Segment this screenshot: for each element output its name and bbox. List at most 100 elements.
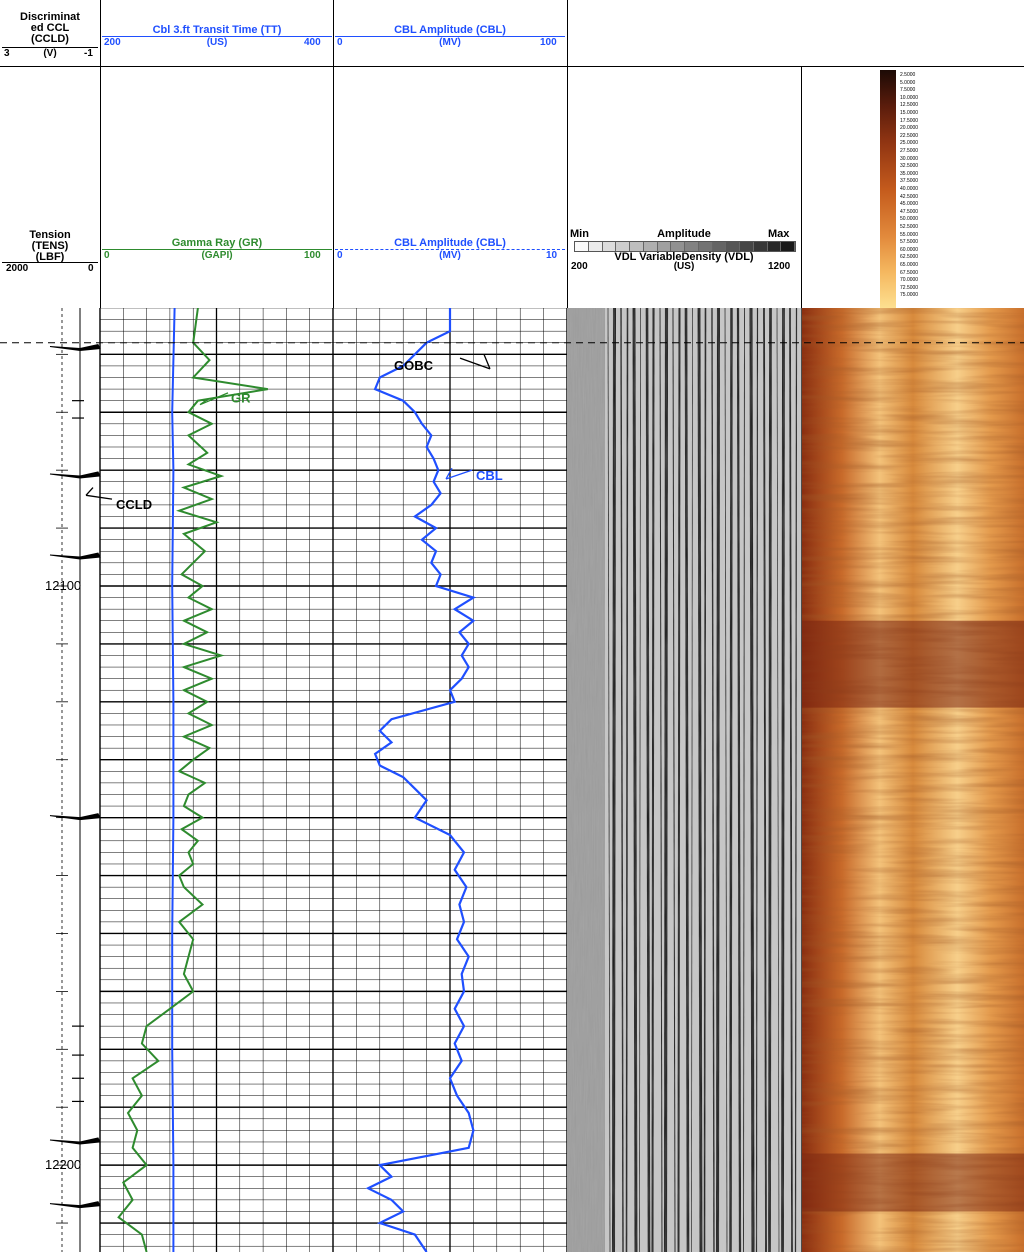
gobc-annotation: GOBC [394,358,434,373]
colorbar-label: 62.5000 [900,254,919,261]
colorbar-label: 10.0000 [900,94,919,101]
log-plot: 12100 12200 GR CBL CCLD GOBC [0,307,1024,1253]
vdl-amplitude-label: Amplitude [657,228,711,240]
ccld-scale-left: 3 [4,48,10,59]
colorbar-label: 70.0000 [900,277,919,284]
ccld-unit: (V) [43,48,57,59]
ccld-annotation-arrow [85,487,113,500]
depth-label: 12200 [45,1157,81,1172]
vdl-scale-cell [602,242,617,251]
colorbar-label: 42.5000 [900,193,919,200]
colorbar-label: 50.0000 [900,216,919,223]
cbl-annotation: CBL [476,468,503,483]
tension-scale-line [2,262,98,263]
tt-scale-right: 400 [304,37,321,48]
vdl-scale-cell [781,242,795,251]
log-header: Discriminat ed CCL (CCLD) 3 (V) -1 Cbl 3.f… [0,0,1024,308]
vdl-scale-cell [753,242,768,251]
heatmap-texture [802,308,1024,1252]
cbl-top-scale-left: 0 [337,37,343,48]
vdl-scale-cell [767,242,782,251]
ccl-kick [49,471,101,479]
colorbar-label: 40.0000 [900,186,919,192]
colorbar-label: 37.5000 [900,178,919,185]
gr-unit: (GAPI) [201,250,233,261]
colorbar-label: 25.0000 [900,140,919,147]
vdl-scale-cell [643,242,658,251]
colorbar-label: 52.5000 [900,224,919,230]
cbl-low-unit: (MV) [439,250,461,261]
vdl-scale-cell [616,242,630,251]
tension-scale-left: 2000 [6,263,29,274]
colorbar-label: 65.0000 [900,262,919,268]
vdl-scale-cell [588,242,603,251]
ccld-title: Discriminat ed CCL (CCLD) [20,11,80,45]
colorbar-label: 45.0000 [900,201,919,208]
vdl-scale-cell [726,242,740,251]
gr-annotation: GR [231,391,251,406]
vdl-scale-cell [698,242,713,251]
gr-scale-line [102,249,332,250]
tt-scale-line [102,36,332,37]
cbl-curve [365,308,477,1253]
vdl-scale-cell [685,242,699,251]
gr-annotation-arrow [199,392,229,406]
tt-scale-left: 200 [104,37,121,48]
colorbar-label: 12.5000 [900,102,919,109]
header-divider [801,66,802,308]
header-separator [0,66,1024,67]
vdl-amplitude-scale [574,241,796,252]
tension-title: Tension (TENS) (LBF) [29,229,71,263]
vdl-scale-cell [630,242,644,251]
vdl-max-label: Max [768,228,790,240]
cbl-low-title: CBL Amplitude (CBL) [394,237,506,249]
vdl-scale-cell [575,242,589,251]
header-divider [567,0,568,308]
ccl-kick [49,552,101,560]
cbl-top-scale-right: 100 [540,37,557,48]
ccld-scale-line [2,47,98,48]
colorbar-label: 60.0000 [900,246,919,253]
colorbar-label: 2.5000 [900,72,916,78]
ccl-kick [49,1201,101,1209]
heatmap-dark-band [802,620,1024,708]
vdl-scale-left: 200 [571,261,588,272]
cbl-top-unit: (MV) [439,37,461,48]
ccl-kick [49,343,101,352]
colorbar-label: 5.0000 [900,79,916,86]
colorbar-label: 55.0000 [900,231,919,238]
tension-scale-right: 0 [88,263,94,274]
vdl-scale-cell [657,242,672,251]
cbl-low-scale-line [335,249,565,250]
gr-curve [117,307,268,1253]
gr-scale-right: 100 [304,250,321,261]
colorbar-label: 20.0000 [900,125,919,132]
ccl-kick [49,1137,101,1145]
cbl-top-scale-line [335,36,565,37]
colorbar-label: 27.5000 [900,148,919,154]
cbl-low-scale-left: 0 [337,250,343,261]
header-divider [100,0,101,308]
cbl-top-title: CBL Amplitude (CBL) [394,24,506,36]
gr-scale-left: 0 [104,250,110,261]
vdl-scale-cell [671,242,685,251]
vdl-title: VDL VariableDensity (VDL) [614,251,754,263]
colorbar-label: 72.5000 [900,284,919,291]
vdl-unit: (US) [673,261,695,272]
gobc-annotation-arrow [459,354,491,370]
colorbar-label: 15.0000 [900,110,919,116]
colorbar-labels: 2.5000 5.0000 7.5000 10.0000 12.5000 15.0000 1… [900,72,960,308]
cbl-low-scale-right: 10 [546,250,558,261]
vdl-scale-cell [712,242,727,251]
colorbar-label: 47.5000 [900,208,919,215]
colorbar-label: 32.5000 [900,163,919,170]
vdl-scale-cell [740,242,754,251]
header-divider [333,0,334,308]
tt-title: Cbl 3.ft Transit Time (TT) [152,24,282,36]
vdl-texture [567,308,801,1252]
log-plot-area: 12100 12200 GR CBL CCLD GOBC [0,307,1024,1253]
colorbar-label: 75.0000 [900,292,919,299]
colorbar-label: 17.5000 [900,117,919,124]
colorbar-label: 57.5000 [900,239,919,246]
colorbar-label: 7.5000 [900,87,916,94]
